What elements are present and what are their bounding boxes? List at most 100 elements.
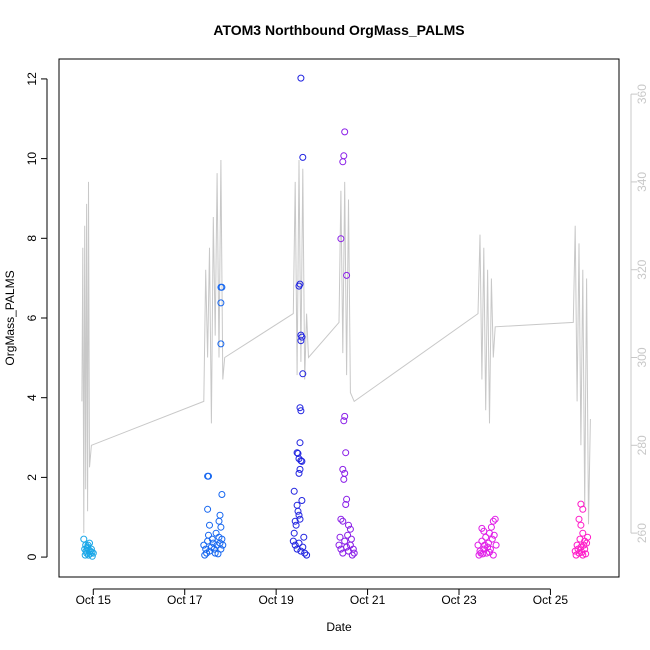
data-point [296,404,304,412]
data-point [298,333,306,341]
data-point [218,491,226,498]
data-point [336,533,344,541]
data-point [297,407,305,415]
data-point [340,152,348,160]
y2-tick-label: 320 [635,259,649,279]
data-point [347,535,355,543]
data-point [478,524,486,532]
data-point [297,74,305,82]
data-point [203,549,211,557]
data-point [292,521,300,529]
data-point [346,525,354,533]
y-axis-label: OrgMass_PALMS [3,270,17,365]
data-point [290,529,298,537]
data-point [339,465,347,473]
data-point [490,531,498,539]
data-point [341,537,349,545]
temperature-line [81,159,591,534]
data-point [206,521,213,529]
data-point [291,541,299,549]
data-point [208,535,216,543]
data-point [297,547,305,555]
data-point [293,501,301,509]
data-point [295,282,303,290]
data-point [342,501,350,508]
y2-tick-label: 260 [635,523,649,543]
data-point [296,465,304,473]
data-point [214,550,222,558]
data-point [482,533,490,541]
data-point [205,531,212,539]
data-point [580,541,588,549]
data-point [579,529,587,537]
data-point [350,549,358,557]
data-point [296,439,304,447]
data-point [212,529,220,537]
data-point [341,412,349,420]
data-point [216,539,224,547]
data-point [200,541,208,549]
data-point [479,550,487,558]
data-point [297,457,305,465]
y-tick-label: 8 [25,235,39,242]
data-point [340,417,348,425]
data-point [218,535,226,543]
x-tick-label: Oct 23 [441,593,477,607]
y-tick-label: 2 [25,474,39,481]
data-point [489,517,497,525]
data-point [217,299,225,307]
data-point [299,370,307,378]
data-point [488,535,496,543]
data-point [215,517,223,525]
data-point [299,543,307,551]
data-point [584,533,592,541]
data-point [293,449,301,457]
data-point [486,548,493,556]
x-tick-label: Oct 17 [167,593,203,607]
points-layer [80,74,592,560]
y2-tick-label: 280 [635,435,649,455]
data-point [294,450,302,457]
data-point [481,541,489,549]
data-point [483,549,491,557]
data-point [486,545,494,553]
data-point [582,550,590,558]
data-point [210,545,218,553]
data-point [88,552,96,560]
y-tick-label: 10 [25,152,39,166]
y-tick-label: 0 [25,553,39,560]
data-point [217,340,225,348]
data-point [211,549,219,557]
data-point [84,541,92,549]
chart-title: ATOM3 Northbound OrgMass_PALMS [213,22,464,38]
plot-frame [58,58,620,578]
data-point [291,517,299,525]
data-point [81,551,89,559]
data-point [487,523,495,531]
data-point [578,548,586,556]
y-tick-label: 4 [25,394,39,401]
data-point [300,533,308,541]
data-point [342,449,350,457]
data-point [295,539,303,547]
data-point [337,235,345,243]
x-tick-label: Oct 21 [350,593,386,607]
data-point [577,521,585,529]
data-point [298,457,306,465]
data-point [339,517,347,525]
data-point [343,495,351,503]
data-point [303,551,311,559]
data-point [337,515,345,523]
data-point [83,544,91,552]
y2-tick-label: 340 [635,172,649,192]
data-point [201,551,209,559]
data-point [86,550,94,558]
data-point [299,153,307,161]
data-point [85,546,93,554]
data-point [339,158,347,166]
data-point [575,515,583,523]
data-point [579,505,587,513]
data-point [216,511,224,519]
data-point [344,531,352,539]
